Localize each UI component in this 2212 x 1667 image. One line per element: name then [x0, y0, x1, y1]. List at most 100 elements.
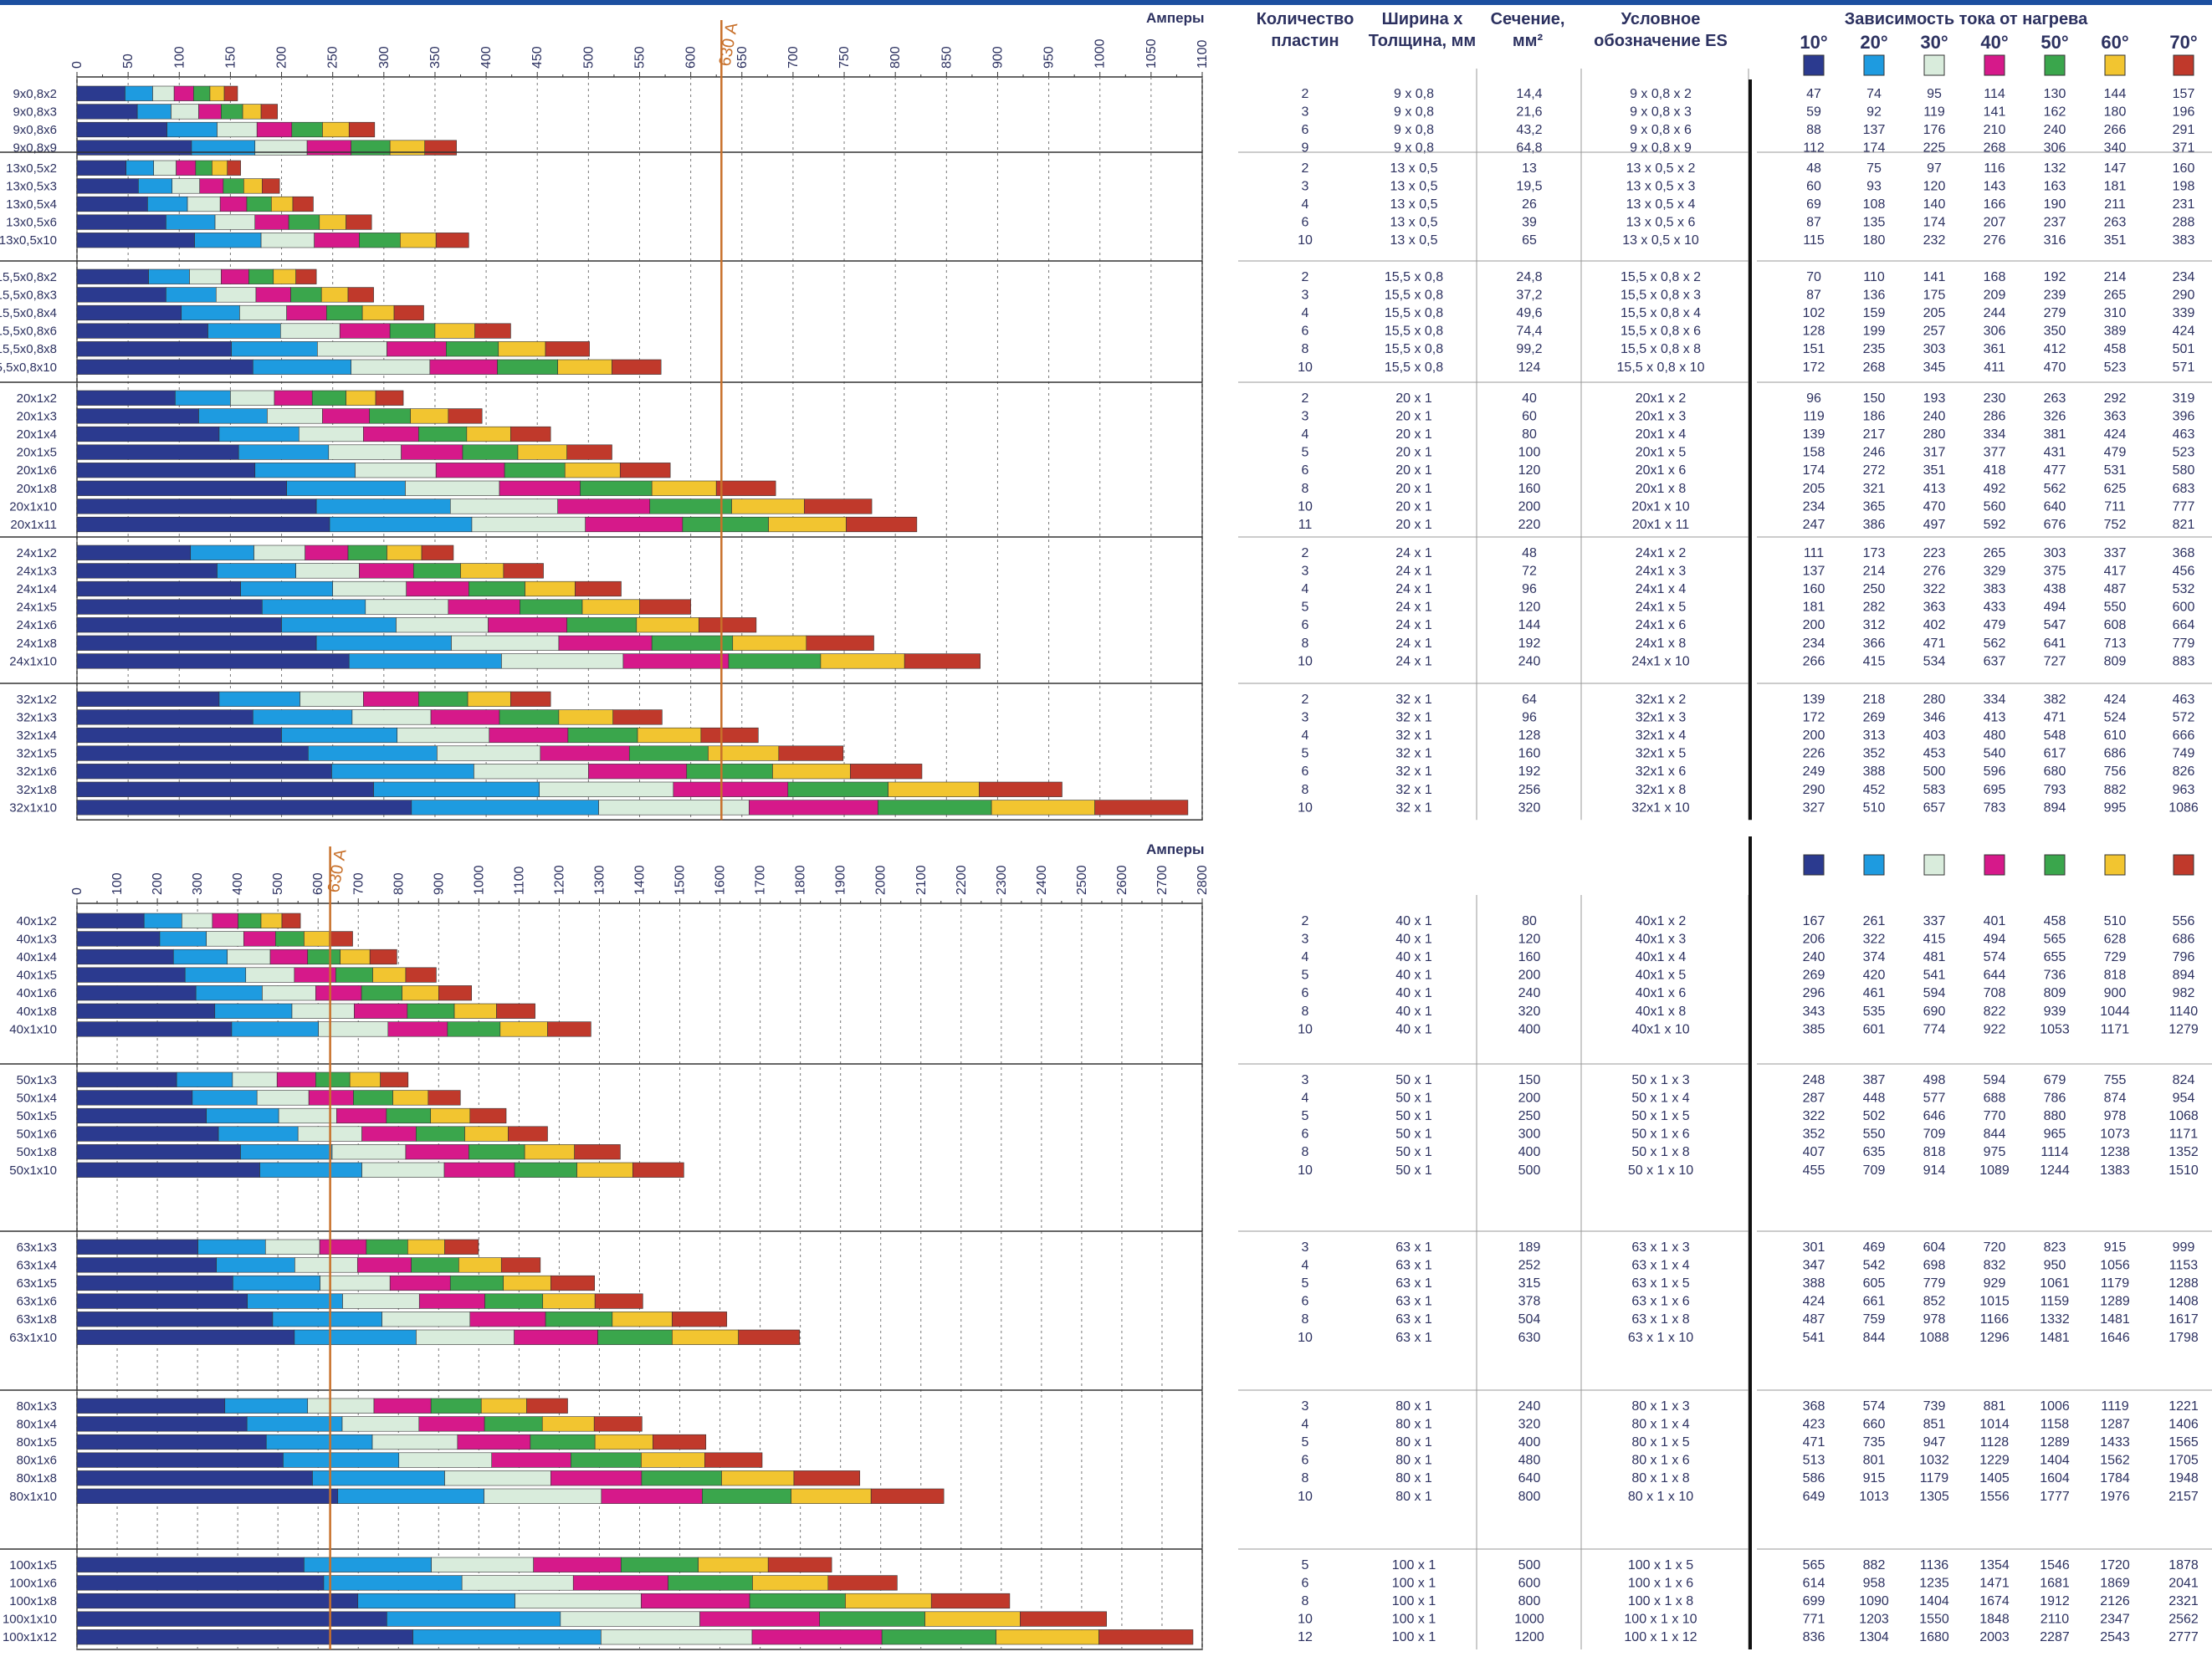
cell-designation: 100 x 1 x 12	[1624, 1630, 1697, 1644]
cell-current: 180	[2104, 105, 2127, 119]
cell-current: 389	[2104, 325, 2127, 339]
bar-segment	[214, 1003, 293, 1019]
cell-current: 2157	[2168, 1490, 2199, 1504]
cell-current: 453	[1923, 747, 1946, 761]
bar-segment	[260, 233, 315, 248]
cell-dimensions: 20 x 1	[1395, 518, 1432, 532]
cell-current: 1948	[2168, 1471, 2199, 1485]
cell-current: 181	[2104, 179, 2127, 193]
cell-current: 1014	[1979, 1417, 2010, 1431]
cell-designation: 20x1 x 5	[1636, 446, 1687, 460]
cell-current: 433	[1984, 601, 2006, 615]
cell-count: 2	[1302, 161, 1309, 176]
row-label: 24x1x10	[9, 654, 57, 668]
bar-segment	[731, 499, 805, 514]
bar-segment	[438, 985, 473, 1001]
cell-current: 565	[1803, 1558, 1825, 1572]
cell-section: 24,8	[1516, 270, 1542, 284]
cell-section: 80	[1522, 914, 1537, 928]
cell-count: 5	[1302, 601, 1309, 615]
cell-current: 479	[1984, 618, 2006, 632]
cell-current: 280	[1923, 693, 1946, 707]
cell-current: 143	[1984, 179, 2006, 193]
bar-segment	[307, 949, 341, 965]
bar-segment	[550, 1275, 595, 1291]
x-tick-label: 600	[684, 46, 699, 69]
header-temperature-title: Зависимость тока от нагрева	[1844, 10, 2088, 28]
bar-segment	[273, 268, 296, 284]
temperature-swatch	[2173, 54, 2194, 76]
bar-segment	[76, 1398, 226, 1414]
x-tick-label: 700	[351, 872, 366, 895]
cell-current: 666	[2173, 729, 2195, 743]
cell-current: 502	[1863, 1109, 1886, 1123]
cell-current: 361	[1984, 342, 2006, 356]
cell-count: 6	[1302, 325, 1309, 339]
cell-current: 265	[2104, 288, 2127, 302]
header-designation-line1: Условное	[1621, 10, 1701, 28]
cell-count: 4	[1302, 427, 1309, 442]
bar-segment	[460, 563, 504, 579]
bar-segment	[320, 287, 349, 303]
cell-current: 74	[1866, 87, 1882, 101]
cell-current: 1404	[2040, 1454, 2070, 1468]
temperature-label: 70°	[2169, 32, 2197, 53]
cell-current: 1550	[1919, 1613, 1949, 1627]
cell-dimensions: 100 x 1	[1392, 1558, 1436, 1572]
row-label: 32x1x8	[17, 783, 57, 797]
header-count-line1: Количество	[1256, 10, 1354, 28]
cell-current: 160	[2173, 161, 2195, 176]
header-section-line1: Сечение,	[1490, 10, 1565, 28]
bar-segment	[223, 85, 238, 101]
cell-current: 290	[2173, 288, 2195, 302]
row-label: 9x0,8x9	[13, 141, 57, 156]
cell-count: 6	[1302, 618, 1309, 632]
bar-segment	[448, 408, 483, 424]
cell-current: 280	[1923, 427, 1946, 442]
cell-count: 3	[1302, 288, 1309, 302]
cell-current: 1179	[2101, 1276, 2130, 1291]
cell-current: 69	[1806, 197, 1821, 212]
bar-segment	[574, 1144, 621, 1160]
cell-current: 111	[1804, 546, 1824, 560]
bar-segment	[593, 1416, 643, 1432]
cell-current: 882	[1863, 1558, 1886, 1572]
bar-segment	[401, 444, 463, 460]
bar-segment	[363, 691, 419, 707]
cell-current: 167	[1803, 914, 1825, 928]
bar-segment	[336, 1107, 387, 1124]
bar-segment	[233, 1275, 320, 1291]
bar-segment	[192, 1090, 258, 1106]
bar-segment	[446, 341, 499, 357]
bar-segment	[566, 617, 637, 633]
bar-segment	[332, 580, 407, 597]
bar-segment	[198, 408, 268, 424]
cell-designation: 20x1 x 4	[1636, 427, 1687, 442]
bar-segment	[283, 1452, 400, 1468]
cell-designation: 63 x 1 x 3	[1631, 1240, 1689, 1255]
bar-segment	[514, 1329, 598, 1345]
cell-current: 894	[2044, 800, 2066, 815]
row-label: 13x0,5x10	[0, 233, 57, 248]
cell-count: 10	[1298, 1163, 1313, 1178]
header-designation: Условное обозначение ES	[1581, 8, 1740, 52]
cell-dimensions: 50 x 1	[1395, 1091, 1432, 1105]
cell-current: 628	[2104, 932, 2127, 946]
cell-dimensions: 40 x 1	[1395, 1005, 1432, 1019]
bar-segment	[223, 178, 244, 194]
x-tick-label: 350	[428, 46, 443, 69]
cell-count: 8	[1302, 1594, 1309, 1608]
cell-current: 306	[1984, 325, 2006, 339]
bar-segment	[498, 341, 546, 357]
cell-current: 1056	[2100, 1258, 2130, 1272]
bar-segment	[558, 709, 614, 725]
bar-segment	[248, 268, 274, 284]
cell-current: 144	[2104, 87, 2127, 101]
bar-segment	[451, 635, 560, 651]
bar-segment	[136, 104, 172, 120]
cell-current: 826	[2173, 764, 2195, 779]
cell-current: 999	[2173, 1240, 2195, 1255]
bar-segment	[308, 745, 438, 761]
cell-designation: 40x1 x 6	[1636, 986, 1687, 1000]
x-tick-label: 2800	[1196, 865, 1210, 895]
